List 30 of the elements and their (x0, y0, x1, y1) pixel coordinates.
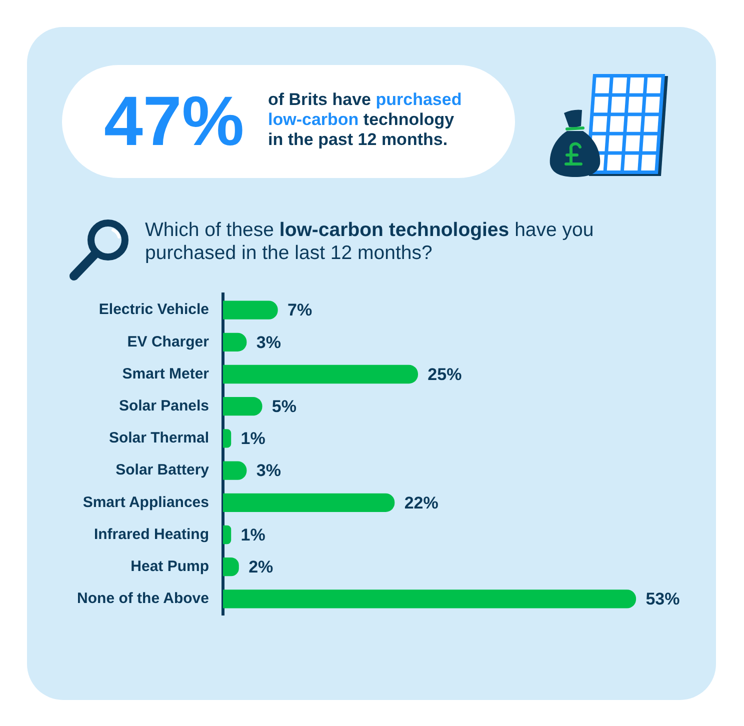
y-tick-label: Solar Thermal (108, 430, 209, 447)
y-tick-label: Solar Battery (116, 462, 210, 479)
y-tick-label: EV Charger (127, 333, 210, 350)
data-label: 1% (240, 525, 266, 544)
bar (223, 590, 636, 608)
data-label: 3% (256, 461, 281, 480)
data-label: 53% (646, 590, 680, 609)
data-label: 25% (428, 364, 462, 384)
y-tick-label: Smart Appliances (82, 494, 209, 511)
y-tick-label: Solar Panels (118, 397, 209, 414)
bar (223, 364, 418, 384)
y-tick-label: Smart Meter (122, 365, 210, 382)
data-label: 22% (404, 493, 438, 512)
data-label: 2% (248, 558, 274, 577)
data-label: 1% (240, 429, 266, 448)
y-tick-label: None of the Above (77, 590, 209, 608)
data-label: 5% (272, 397, 297, 416)
bar (223, 300, 278, 320)
data-label: 7% (288, 300, 312, 320)
chart-title: Which of these low-carbon technologies have you purchased in the last 12 months? (145, 219, 594, 264)
y-tick-label: Infrared Heating (94, 526, 209, 543)
text: 47% (104, 82, 244, 160)
text: of Brits have purchased low-carbon technology in the past 12 months. (268, 90, 462, 149)
data-label: 3% (256, 332, 281, 352)
bar (223, 525, 232, 544)
bar (223, 397, 262, 416)
bar (223, 429, 232, 448)
y-tick-label: Electric Vehicle (98, 301, 209, 318)
bar (223, 493, 395, 512)
y-tick-label: Heat Pump (130, 558, 209, 575)
